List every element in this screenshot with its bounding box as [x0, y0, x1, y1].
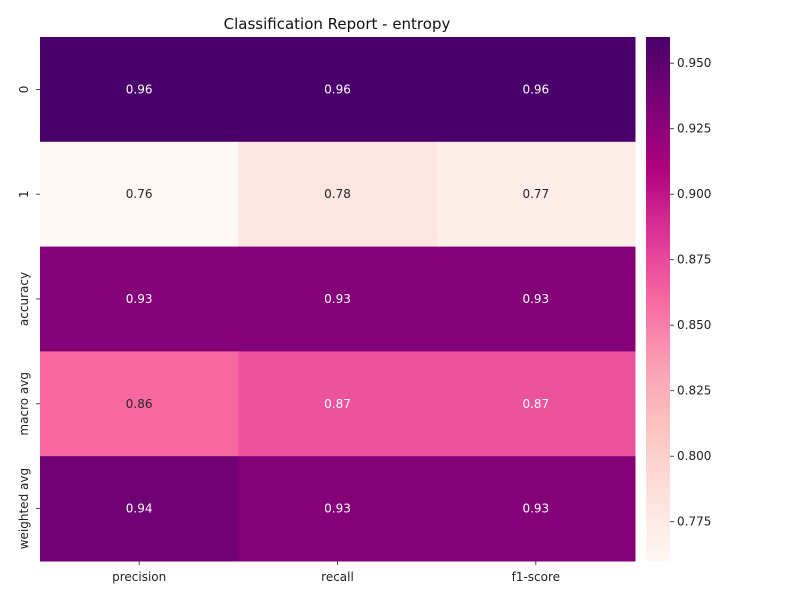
cell-value-label: 0.93: [522, 292, 549, 306]
chart-title: Classification Report - entropy: [224, 15, 451, 33]
cell-value-label: 0.87: [324, 397, 351, 411]
colorbar-tick-label: 0.800: [677, 449, 711, 463]
heatmap-cells: 0.96 0.96 0.96 0.76 0.78 0.77 0.93 0.93 0.93 0.86…: [40, 37, 636, 562]
heatmap-cell: [238, 141, 438, 248]
column-tick-labels: precision recall f1-score: [112, 561, 560, 584]
colorbar: [646, 37, 670, 561]
heatmap-cell: [238, 351, 438, 457]
heatmap-cell: [40, 246, 239, 352]
cell-value-label: 0.96: [126, 82, 153, 96]
cell-value-label: 0.94: [126, 502, 153, 516]
heatmap-cell: [436, 456, 636, 562]
heatmap-cell: [436, 351, 636, 457]
column-tick-label: recall: [321, 570, 354, 584]
row-tick-label: weighted avg: [17, 468, 31, 549]
row-tick-label: 0: [17, 86, 31, 94]
cell-value-label: 0.86: [126, 397, 153, 411]
heatmap-cell: [40, 351, 239, 457]
heatmap-cell: [238, 456, 438, 562]
colorbar-tick-label: 0.825: [677, 384, 711, 398]
heatmap-cell: [40, 141, 239, 248]
colorbar-tick-label: 0.925: [677, 122, 711, 136]
cell-value-label: 0.87: [522, 397, 549, 411]
cell-value-label: 0.78: [324, 187, 351, 201]
heatmap-cell: [238, 37, 438, 143]
heatmap-cell: [436, 246, 636, 352]
column-tick-label: precision: [112, 570, 166, 584]
cell-value-label: 0.93: [126, 292, 153, 306]
heatmap-cell: [436, 141, 636, 248]
colorbar-tick-label: 0.875: [677, 253, 711, 267]
row-tick-labels: 0 1 accuracy macro avg weighted avg: [17, 86, 40, 549]
cell-value-label: 0.77: [522, 187, 549, 201]
cell-value-label: 0.76: [126, 187, 153, 201]
cell-value-label: 0.93: [324, 502, 351, 516]
heatmap-cell: [238, 246, 438, 352]
row-tick-label: 1: [17, 190, 31, 198]
colorbar-tick-label: 0.900: [677, 187, 711, 201]
row-tick-label: accuracy: [17, 272, 31, 326]
column-tick-label: f1-score: [512, 570, 560, 584]
colorbar-tick-label: 0.850: [677, 318, 711, 332]
colorbar-tick-label: 0.775: [677, 515, 711, 529]
row-tick-label: macro avg: [17, 372, 31, 436]
cell-value-label: 0.96: [522, 82, 549, 96]
cell-value-label: 0.93: [522, 502, 549, 516]
colorbar-tick-label: 0.950: [677, 56, 711, 70]
heatmap-cell: [436, 37, 636, 143]
cell-value-label: 0.96: [324, 82, 351, 96]
heatmap-cell: [40, 37, 239, 143]
colorbar-ticks: 0.775 0.800 0.825 0.850 0.875 0.900 0.925 0.950: [670, 56, 711, 529]
heatmap-cell: [40, 456, 239, 562]
cell-value-label: 0.93: [324, 292, 351, 306]
